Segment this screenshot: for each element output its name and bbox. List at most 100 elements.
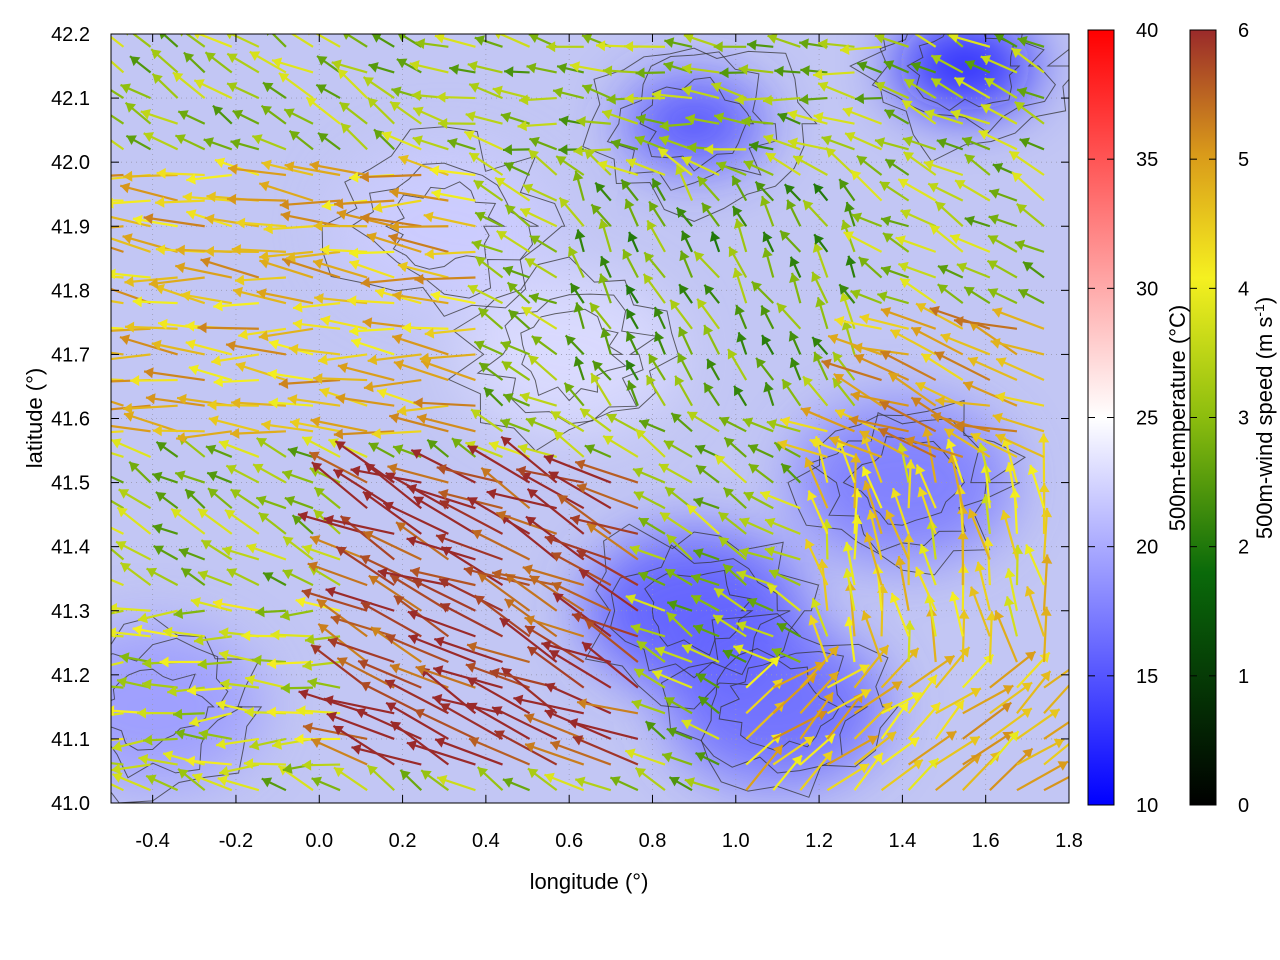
wind-arrow-head: [850, 289, 861, 300]
wind-arrow-shaft: [111, 526, 124, 535]
wind-arrow-head: [736, 570, 747, 581]
wind-arrow-head: [622, 249, 633, 260]
wind-arrow: [678, 283, 693, 304]
wind-arrow: [186, 684, 232, 696]
wind-arrow: [357, 659, 422, 689]
wind-arrow-shaft: [466, 676, 531, 715]
wind-arrow-shaft: [879, 350, 937, 382]
wind-arrow-head: [205, 444, 217, 455]
wind-arrow: [989, 681, 1033, 715]
wind-arrow: [810, 597, 829, 637]
wind-arrow: [429, 165, 476, 177]
wind-arrow-shaft: [499, 617, 558, 663]
wind-arrow: [363, 378, 422, 393]
wind-arrow: [1019, 137, 1045, 151]
wind-arrow-shaft: [862, 610, 883, 663]
wind-arrow: [993, 610, 1018, 663]
wind-arrow: [850, 169, 883, 202]
wind-arrow-shaft: [853, 354, 910, 382]
wind-arrow-head: [219, 765, 230, 777]
wind-arrow: [586, 522, 639, 561]
wind-arrow: [519, 207, 558, 228]
wind-arrow: [1024, 586, 1046, 637]
wind-arrow-head: [389, 187, 400, 199]
wind-arrow: [670, 412, 693, 433]
wind-arrow-head: [879, 400, 891, 411]
wind-arrow-head: [804, 457, 815, 469]
wind-arrow: [143, 213, 205, 228]
wind-arrow-head: [255, 606, 265, 618]
wind-arrow: [311, 461, 368, 510]
wind-arrow-head: [167, 685, 177, 697]
wind-arrow-head: [718, 512, 730, 523]
wind-arrow-head: [234, 274, 245, 286]
wind-arrow: [349, 247, 395, 259]
wind-arrow: [221, 545, 260, 561]
wind-arrow-head: [1038, 433, 1050, 443]
wind-arrow-head: [421, 770, 432, 780]
wind-arrow-head: [904, 79, 915, 89]
wind-arrow: [573, 145, 611, 157]
wind-label-sup: -1: [1251, 304, 1267, 317]
y-axis: 41.041.141.241.341.441.541.641.741.841.9…: [51, 24, 1069, 815]
wind-arrow-head: [137, 612, 148, 624]
wind-arrow: [524, 625, 585, 663]
wind-arrow-shaft: [285, 250, 341, 260]
wind-arrow-head: [736, 332, 747, 343]
wind-arrow-head: [962, 136, 973, 147]
wind-arrow-head: [175, 728, 186, 740]
wind-arrow: [852, 342, 909, 356]
wind-arrow-head: [728, 246, 739, 258]
wind-arrow: [950, 109, 991, 125]
wind-arrow: [763, 381, 775, 407]
wind-arrow: [301, 544, 341, 561]
wind-arrow: [859, 430, 910, 458]
wind-arrow-head: [1018, 288, 1029, 299]
wind-arrow-head: [393, 444, 404, 455]
wind-arrow-head: [570, 514, 581, 526]
wind-arrow-head: [955, 180, 966, 190]
wind-arrow: [861, 610, 883, 663]
wind-arrow-head: [231, 244, 241, 255]
wind-arrow-head: [529, 235, 541, 245]
wind-arrow: [659, 511, 693, 535]
wind-arrow-head: [438, 489, 449, 500]
wind-arrow-shaft: [278, 378, 341, 386]
wind-arrow-head: [335, 393, 346, 404]
colorbar-tick-label: 15: [1136, 666, 1158, 688]
wind-arrow-head: [117, 676, 127, 688]
wind-arrow-shaft: [175, 430, 232, 440]
wind-arrow-shaft: [433, 637, 503, 664]
wind-arrow-head: [390, 575, 401, 585]
wind-arrow-head: [193, 34, 200, 40]
wind-arrow-head: [582, 84, 593, 95]
wind-arrow: [853, 680, 903, 715]
wind-arrow: [217, 775, 260, 792]
wind-arrow: [802, 375, 829, 407]
wind-arrow-head: [466, 677, 478, 687]
wind-arrow-head: [84, 442, 94, 453]
wind-arrow-head: [434, 636, 445, 647]
wind-arrow: [889, 328, 937, 356]
wind-arrow-head: [132, 624, 143, 636]
wind-arrow: [287, 394, 341, 407]
contour-line: [871, 34, 1057, 134]
wind-arrow-head: [1073, 732, 1083, 742]
x-tick-label: 1.0: [722, 830, 750, 852]
wind-arrow-head: [810, 598, 822, 609]
wind-arrow: [853, 644, 890, 689]
colorbar-tick-label: 6: [1238, 20, 1249, 42]
wind-arrow-head: [684, 777, 695, 788]
wind-arrow-head: [266, 706, 276, 718]
wind-arrow-head: [143, 132, 155, 142]
wind-arrow-head: [159, 656, 169, 668]
wind-arrow-shaft: [953, 319, 1018, 330]
wind-arrow-head: [626, 285, 636, 296]
wind-arrow-shaft: [111, 225, 124, 229]
wind-arrow-head: [587, 523, 598, 534]
wind-arrow-head: [749, 140, 759, 152]
wind-arrow-head: [714, 112, 725, 124]
wind-arrow-head: [341, 123, 352, 134]
wind-arrow-head: [153, 545, 165, 556]
wind-arrow-head: [625, 331, 636, 342]
